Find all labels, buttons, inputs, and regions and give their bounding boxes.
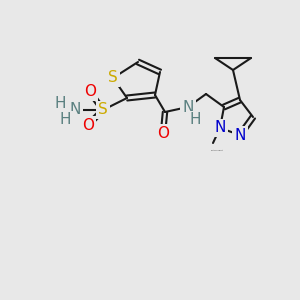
Text: O: O <box>157 125 169 140</box>
Text: N: N <box>182 100 194 115</box>
Text: H: H <box>59 112 71 128</box>
Text: H: H <box>54 95 66 110</box>
Text: methyl is implicit: methyl is implicit <box>211 149 223 151</box>
Text: N: N <box>214 121 226 136</box>
Text: O: O <box>82 118 94 133</box>
Text: S: S <box>108 70 118 86</box>
Text: N: N <box>69 103 81 118</box>
Text: O: O <box>84 85 96 100</box>
Text: N: N <box>234 128 246 142</box>
Text: H: H <box>189 112 201 128</box>
Text: S: S <box>98 103 108 118</box>
